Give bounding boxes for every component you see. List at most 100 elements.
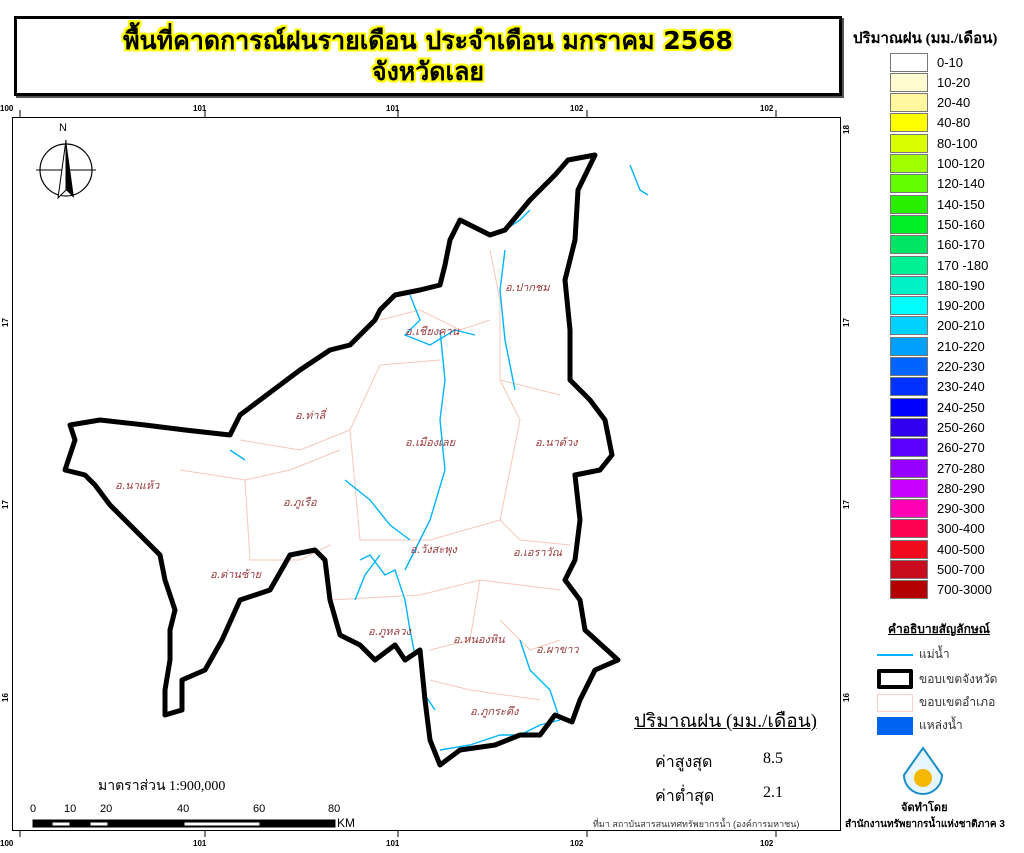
district-label: อ.ภูเรือ [283, 496, 317, 509]
legend-item: 210-220 [890, 336, 985, 356]
scale-tick: 60 [253, 803, 266, 815]
legend-label: 500-700 [937, 562, 985, 577]
legend-label: 230-240 [937, 379, 985, 395]
north-arrow-icon [36, 139, 96, 200]
scale-unit: KM [337, 816, 355, 830]
legend-item: 290-300 [890, 499, 985, 519]
district-label: อ.วังสะพุง [410, 543, 457, 556]
north-label: N [59, 122, 67, 134]
legend-item: 160-170 [890, 235, 985, 255]
district-label: อ.หนองหิน [453, 633, 505, 646]
rivers [229, 164, 649, 751]
legend-swatch [890, 255, 928, 275]
scale-tick: 40 [177, 803, 190, 815]
legend-item: 700-3000 [890, 580, 992, 600]
legend-swatch [890, 377, 928, 397]
legend-title: ปริมาณฝน (มม./เดือน) [853, 31, 998, 47]
legend-label: 200-210 [937, 318, 985, 334]
district-label: อ.ปากชม [505, 281, 550, 294]
legend-swatch [890, 72, 928, 92]
grid-label-bottom: 102 [570, 839, 584, 848]
legend-label: 100-120 [937, 156, 985, 171]
legend-label: 240-250 [937, 399, 985, 415]
symbol-label: แหล่งน้ำ [919, 718, 963, 732]
legend-swatch [890, 52, 928, 72]
legend-item: 120-140 [890, 174, 985, 194]
legend-swatch [890, 154, 928, 173]
max-label: ค่าสูงสุด [655, 754, 713, 771]
legend-label: 260-270 [937, 440, 985, 456]
river-line-icon [877, 653, 913, 656]
legend-item: 270-280 [890, 458, 985, 478]
grid-label-top: 102 [760, 104, 774, 113]
grid-label-top: 101 [386, 104, 400, 113]
legend-label: 40-80 [937, 115, 971, 131]
legend-item: 190-200 [890, 296, 985, 316]
symbol-label: ขอบเขตอำเภอ [919, 695, 996, 709]
legend-swatch [890, 235, 928, 255]
legend-swatch [890, 417, 928, 437]
legend-swatch [890, 560, 928, 579]
legend-label: 250-260 [937, 419, 985, 435]
legend-item: 500-700 [890, 560, 985, 580]
legend-item: 300-400 [890, 519, 985, 539]
legend-item: 140-150 [890, 194, 985, 214]
legend-swatch [890, 519, 928, 539]
grid-label-bottom: 100 [0, 839, 14, 848]
legend-label: 10-20 [937, 74, 971, 90]
stats-title: ปริมาณฝน (มม./เดือน) [634, 711, 817, 732]
legend-item: 280-290 [890, 478, 985, 498]
legend-item: 230-240 [890, 377, 985, 397]
district-label: อ.เมืองเลย [405, 436, 456, 449]
legend-swatch [890, 296, 928, 316]
scale-tick: 10 [64, 803, 77, 815]
legend-item: 170 -180 [890, 255, 988, 275]
scale-tick: 80 [328, 803, 341, 815]
district-label: อ.ด่านซ้าย [210, 568, 262, 581]
legend-item: 180-190 [890, 275, 985, 295]
legend-item: 220-230 [890, 357, 985, 377]
legend-label: 20-40 [937, 95, 971, 111]
district-label: อ.ภูกระดึง [470, 705, 519, 718]
grid-label-bottom: 101 [386, 839, 400, 848]
district-label: อ.ผาขาว [536, 643, 579, 656]
district-label: อ.เชียงคาน [405, 325, 460, 338]
waterbody-icon [877, 716, 913, 735]
symbol-district: ขอบเขตอำเภอ [877, 693, 995, 712]
legend-item: 0-10 [890, 52, 963, 72]
legend-swatch [890, 174, 928, 194]
province-boundary [62, 152, 621, 768]
legend-swatch [890, 336, 928, 356]
map-frame [12, 117, 841, 831]
symbol-label: แม่น้ำ [919, 647, 950, 661]
legend-swatch [890, 316, 928, 336]
legend-item: 20-40 [890, 93, 970, 113]
credit-org: สำนักงานทรัพยากรน้ำแห่งชาติภาค 3 [845, 819, 1005, 830]
symbol-province: ขอบเขตจังหวัด [877, 669, 997, 689]
legend-swatch [890, 478, 928, 498]
legend-swatch [890, 458, 928, 478]
legend-swatch [890, 397, 928, 417]
legend-swatch [890, 539, 928, 559]
legend-label: 290-300 [937, 501, 985, 517]
legend-item: 240-250 [890, 397, 985, 417]
legend-label: 280-290 [937, 480, 985, 496]
legend-item: 400-500 [890, 539, 985, 559]
legend-label: 300-400 [937, 521, 985, 537]
legend-swatch [890, 438, 928, 458]
legend-swatch [890, 93, 928, 113]
grid-label-bottom: 101 [193, 839, 207, 848]
legend-item: 260-270 [890, 438, 985, 458]
legend-label: 120-140 [937, 176, 985, 192]
legend-swatch [890, 194, 928, 214]
scale-label: มาตราส่วน 1:900,000 [98, 779, 226, 794]
credit-label: จัดทำโดย [901, 802, 948, 814]
legend-label: 270-280 [937, 460, 985, 476]
district-boundary-icon [877, 693, 913, 712]
scale-bar [32, 819, 336, 828]
district-label: อ.นาด้วง [535, 436, 578, 449]
legend-item: 100-120 [890, 154, 985, 174]
symbol-river: แม่น้ำ [877, 645, 950, 664]
source-note: ที่มา สถาบันสารสนเทศทรัพยากรน้ำ (องค์การ… [593, 819, 800, 829]
